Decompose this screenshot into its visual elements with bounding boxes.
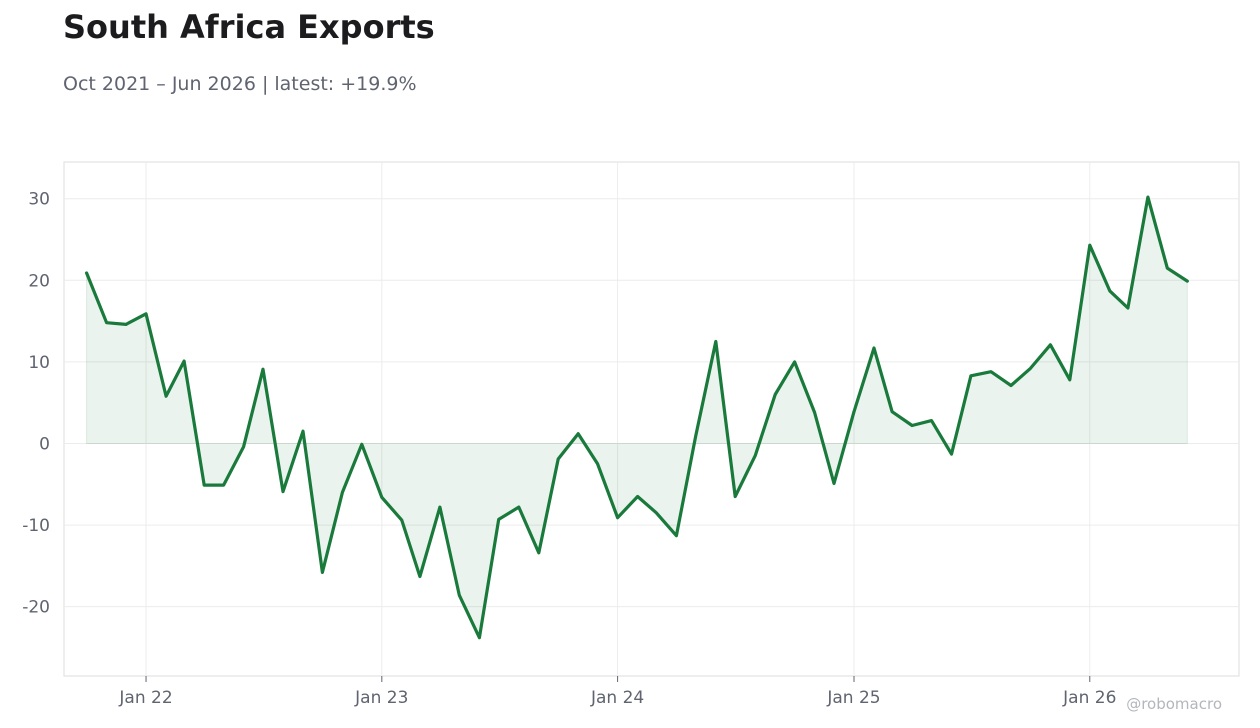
plot-frame: [63, 161, 1240, 677]
line-layer: [84, 195, 1189, 640]
data-point: [1146, 195, 1150, 199]
data-point: [1126, 306, 1130, 310]
y-axis: 30 20 10 0 -10 -20: [22, 190, 50, 618]
data-point: [576, 432, 580, 436]
data-point: [242, 445, 246, 449]
y-tick-label: -10: [22, 516, 50, 536]
data-point: [438, 505, 442, 509]
series-line: [84, 195, 1189, 640]
data-point: [202, 483, 206, 487]
data-point: [733, 495, 737, 499]
x-tick-label: Jan 26: [1062, 688, 1116, 708]
x-tick-label: Jan 23: [354, 688, 408, 708]
data-point: [616, 516, 620, 520]
data-point: [124, 322, 128, 326]
data-point: [261, 367, 265, 371]
data-point: [930, 419, 934, 423]
data-point: [1108, 289, 1112, 293]
data-point: [910, 424, 914, 428]
data-point: [832, 482, 836, 486]
data-point: [773, 393, 777, 397]
x-axis: Jan 22 Jan 23 Jan 24 Jan 25 Jan 26: [118, 676, 1116, 708]
data-point: [852, 410, 856, 414]
data-point: [222, 483, 226, 487]
data-point: [301, 429, 305, 433]
data-point: [85, 271, 89, 275]
chart-title: South Africa Exports: [63, 8, 435, 46]
x-tick-label: Jan 22: [118, 688, 172, 708]
data-point: [890, 410, 894, 414]
data-point: [400, 518, 404, 522]
data-point: [360, 442, 364, 446]
data-point: [969, 374, 973, 378]
data-point: [517, 505, 521, 509]
data-point: [380, 495, 384, 499]
watermark: @robomacro: [1126, 695, 1222, 713]
data-point: [1009, 384, 1013, 388]
y-tick-label: 0: [39, 434, 50, 454]
data-point: [182, 359, 186, 363]
data-point: [1088, 243, 1092, 247]
y-tick-label: -20: [22, 598, 50, 618]
data-point: [556, 457, 560, 461]
data-point: [950, 452, 954, 456]
chart-subtitle: Oct 2021 – Jun 2026 | latest: +19.9%: [63, 73, 417, 95]
data-point: [418, 575, 422, 579]
data-point: [1165, 266, 1169, 270]
y-tick-label: 10: [28, 353, 50, 373]
data-point: [320, 570, 324, 574]
data-point: [714, 340, 718, 344]
data-point: [989, 370, 993, 374]
data-point: [694, 434, 698, 438]
data-point: [477, 636, 481, 640]
data-point: [596, 462, 600, 466]
data-point: [1048, 343, 1052, 347]
data-point: [654, 511, 658, 515]
y-tick-label: 30: [28, 190, 50, 210]
x-tick-label: Jan 24: [590, 688, 644, 708]
x-tick-label: Jan 25: [826, 688, 880, 708]
data-point: [497, 517, 501, 521]
data-point: [1068, 378, 1072, 382]
data-point: [281, 490, 285, 494]
data-point: [340, 490, 344, 494]
data-point: [1028, 366, 1032, 370]
data-point: [457, 593, 461, 597]
data-point: [813, 411, 817, 415]
data-point: [105, 321, 109, 325]
data-point: [537, 551, 541, 555]
y-tick-label: 20: [28, 271, 50, 291]
data-point: [674, 534, 678, 538]
data-point: [793, 360, 797, 364]
data-point: [1185, 279, 1189, 283]
data-point: [144, 312, 148, 316]
data-point: [753, 454, 757, 458]
data-point: [164, 394, 168, 398]
data-point: [872, 346, 876, 350]
data-point: [636, 495, 640, 499]
grid-lines: [64, 162, 1239, 676]
